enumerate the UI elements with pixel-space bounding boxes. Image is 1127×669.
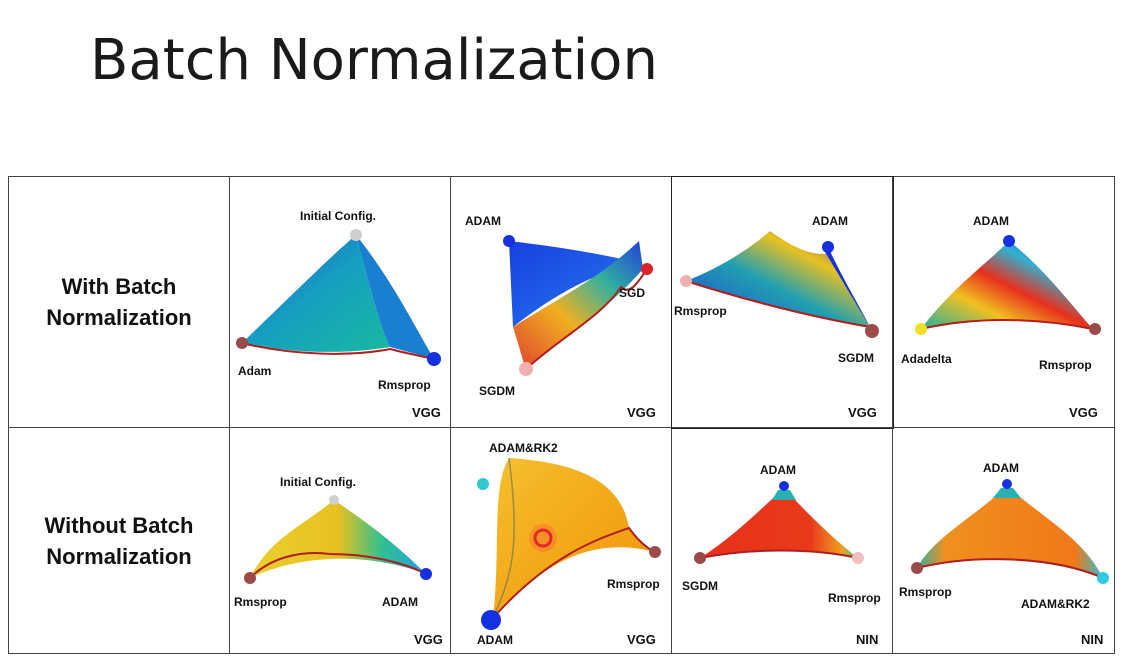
network-tag: VGG	[1069, 405, 1098, 420]
label-sgdm: SGDM	[838, 351, 874, 365]
label-adam: ADAM	[973, 214, 1009, 228]
row-label-without-bn-text: Without Batch Normalization	[44, 512, 194, 569]
label-sgd: SGD	[619, 286, 645, 300]
label-adam: ADAM	[477, 633, 513, 647]
label-adam-rk2: ADAM&RK2	[489, 441, 558, 455]
network-tag: NIN	[1081, 632, 1103, 647]
panel-without-bn-vgg-1: Initial Config. Rmsprop ADAM VGG	[230, 428, 451, 653]
label-rmsprop: Rmsprop	[828, 591, 881, 605]
network-tag: VGG	[848, 405, 877, 420]
panel-without-bn-vgg-2: ADAM&RK2 Rmsprop ADAM VGG	[451, 428, 672, 653]
label-adadelta: Adadelta	[901, 352, 952, 366]
label-sgdm: SGDM	[682, 579, 718, 593]
slide-title: Batch Normalization	[90, 28, 658, 93]
panel-with-bn-vgg-2: ADAM SGD SGDM VGG	[451, 177, 672, 428]
label-rmsprop: Rmsprop	[899, 585, 952, 599]
network-tag: VGG	[627, 632, 656, 647]
label-initial-config: Initial Config.	[300, 209, 376, 223]
label-initial-config: Initial Config.	[280, 475, 356, 489]
network-tag: VGG	[414, 632, 443, 647]
panel-without-bn-nin-2: ADAM Rmsprop ADAM&RK2 NIN	[893, 428, 1114, 653]
label-adam: ADAM	[465, 214, 501, 228]
label-rmsprop: Rmsprop	[674, 304, 727, 318]
panel-without-bn-nin-1: ADAM SGDM Rmsprop NIN	[672, 428, 893, 653]
row-label-with-bn: With Batch Normalization	[9, 177, 230, 428]
label-sgdm: SGDM	[479, 384, 515, 398]
network-tag: VGG	[627, 405, 656, 420]
label-rmsprop: Rmsprop	[378, 378, 431, 392]
label-adam: ADAM	[760, 463, 796, 477]
row-label-without-bn: Without Batch Normalization	[9, 428, 230, 653]
label-adam-rk2: ADAM&RK2	[1021, 597, 1090, 611]
panel-with-bn-vgg-4: ADAM Adadelta Rmsprop VGG	[893, 177, 1114, 428]
label-rmsprop: Rmsprop	[234, 595, 287, 609]
panel-with-bn-vgg-1: Initial Config. Adam Rmsprop VGG	[230, 177, 451, 428]
label-rmsprop: Rmsprop	[607, 577, 660, 591]
network-tag: NIN	[856, 632, 878, 647]
comparison-figure: With Batch Normalization Without Batch N…	[8, 176, 1115, 654]
label-adam: ADAM	[983, 461, 1019, 475]
network-tag: VGG	[412, 405, 441, 420]
label-adam: ADAM	[382, 595, 418, 609]
row-label-with-bn-text: With Batch Normalization	[46, 274, 192, 330]
label-adam: Adam	[238, 364, 271, 378]
label-adam: ADAM	[812, 214, 848, 228]
panel-with-bn-vgg-3: ADAM Rmsprop SGDM VGG	[671, 176, 894, 429]
label-rmsprop: Rmsprop	[1039, 358, 1092, 372]
